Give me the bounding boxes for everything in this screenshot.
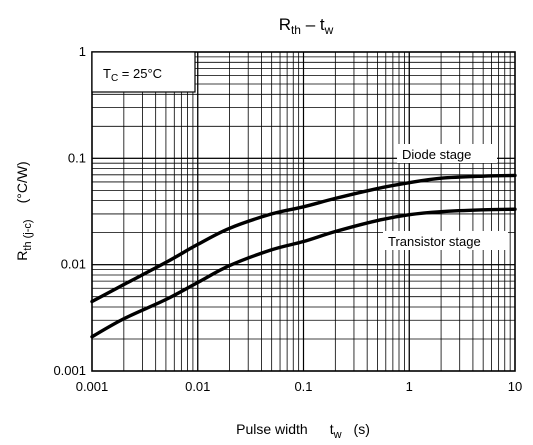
series-line-diode-stage [90,173,517,304]
diode-stage-label: Diode stage [402,147,471,162]
y-axis-label-unit: (°C/W) [14,161,30,203]
plot-frame [91,51,516,372]
y-axis-label: Rth (j-c) (°C/W) [14,161,34,260]
condition-sub: C [111,73,118,84]
x-tick-label: 1 [406,379,413,394]
x-tick-label: 0.1 [294,379,312,394]
x-axis-label: Pulse width tw (s) [236,421,370,441]
diode-stage-label-group: Diode stage [397,144,497,163]
grid [92,52,515,371]
x-axis-label-unit: (s) [354,421,370,437]
title-main: R [279,15,291,34]
title-main-sub: th [291,23,301,37]
y-tick-label: 0.01 [61,257,86,272]
chart-title: Rth – tw [279,15,334,37]
y-tick-label: 0.1 [68,150,86,165]
x-axis-label-var-sub: w [333,429,342,441]
y-axis-label-main-sub: th (j-c) [22,219,34,250]
x-axis-label-var: t [330,421,334,437]
title-sep: – [301,15,320,34]
y-tick-labels: 0.001 0.01 0.1 1 [53,44,86,378]
transistor-stage-label: Transistor stage [388,234,481,249]
title-var-sub: w [324,23,334,37]
x-tick-label: 0.01 [185,379,210,394]
x-tick-labels: 0.001 0.01 0.1 1 10 [76,379,523,394]
condition-main: T [103,66,111,81]
condition-label: TC = 25°C [103,66,162,84]
condition-box-frame [91,51,196,93]
transistor-stage-label-group: Transistor stage [383,231,508,250]
y-tick-label: 1 [79,44,86,59]
title-var: t [320,15,325,34]
condition-rest: = 25°C [118,66,162,81]
x-axis-label-text: Pulse width [236,421,308,437]
x-tick-label: 10 [508,379,522,394]
transistor-stage-label-bg [383,231,508,250]
y-tick-label: 0.001 [53,363,86,378]
series-line-transistor-stage [90,207,517,339]
x-tick-label: 0.001 [76,379,109,394]
diode-stage-label-bg [397,144,497,163]
condition-box: TC = 25°C [91,51,196,93]
series-layer [90,173,517,339]
y-axis-label-main: R [14,251,30,261]
